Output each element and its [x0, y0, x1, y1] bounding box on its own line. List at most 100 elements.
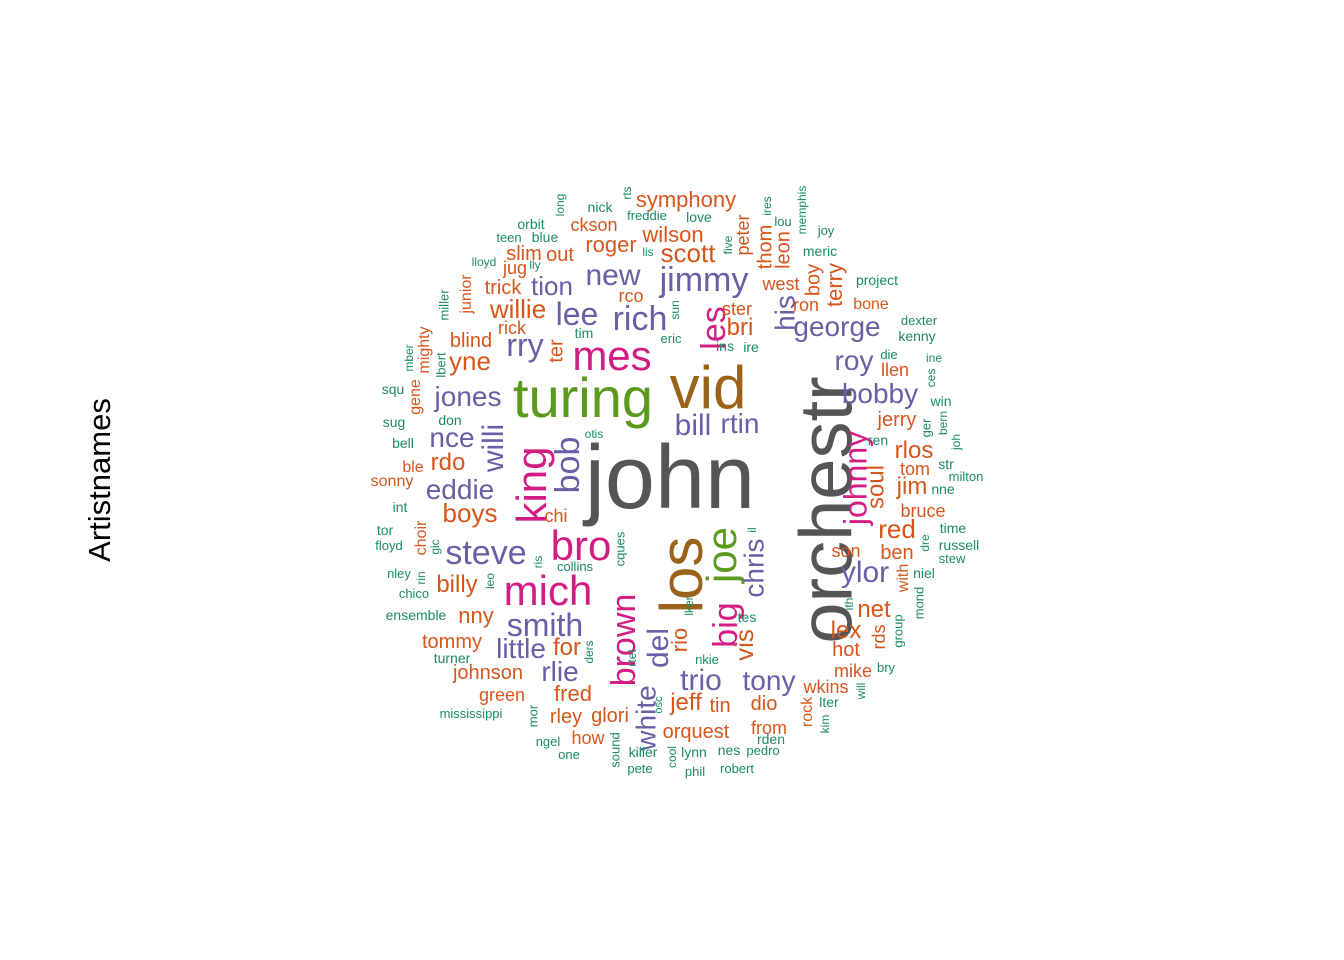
word-127: lly: [529, 258, 540, 272]
word-88: jerry: [877, 409, 917, 431]
word-33: bobby: [842, 378, 918, 409]
word-80: thom: [754, 225, 776, 269]
word-162: stew: [939, 551, 966, 566]
word-167: chico: [399, 586, 429, 601]
word-155: int: [393, 499, 408, 515]
word-122: lou: [774, 214, 791, 229]
word-22: rry: [506, 327, 543, 363]
word-95: ben: [880, 542, 913, 564]
word-131: tim: [575, 325, 594, 341]
word-98: lex: [831, 617, 862, 644]
word-198: pete: [627, 761, 652, 776]
word-133: ins: [716, 338, 734, 354]
word-49: out: [546, 244, 574, 266]
word-112: rts: [620, 186, 634, 199]
word-26: bob: [549, 437, 587, 494]
word-20: new: [585, 259, 640, 292]
word-168: leo: [483, 573, 497, 589]
word-177: group: [890, 614, 905, 647]
word-186: osc: [653, 696, 665, 714]
word-41: white: [630, 685, 661, 751]
word-199: phil: [685, 764, 705, 779]
word-102: wkins: [802, 677, 848, 697]
word-191: killer: [629, 744, 658, 760]
word-137: mber: [402, 344, 416, 371]
word-99: hot: [832, 639, 860, 661]
word-159: il: [745, 527, 759, 532]
word-79: peter: [733, 214, 753, 255]
word-10: king: [508, 446, 555, 523]
word-4: turing: [513, 366, 653, 429]
word-119: lis: [642, 245, 653, 259]
word-135: dexter: [901, 313, 938, 328]
word-128: project: [856, 272, 898, 288]
word-76: from: [751, 718, 787, 738]
word-158: gic: [428, 539, 442, 554]
word-1: john: [582, 428, 755, 528]
word-35: chris: [738, 538, 769, 597]
word-175: lker: [682, 596, 696, 615]
word-48: slim: [506, 243, 542, 265]
word-163: dre: [918, 534, 932, 552]
word-94: red: [878, 514, 916, 544]
word-69: how: [571, 728, 605, 748]
word-63: johnson: [452, 662, 523, 684]
word-81: leon: [772, 231, 794, 269]
word-170: collins: [557, 559, 594, 574]
word-109: ble: [402, 459, 423, 476]
word-200: robert: [720, 761, 754, 776]
word-18: george: [793, 311, 880, 342]
word-55: yne: [449, 346, 491, 376]
word-38: rlie: [541, 656, 578, 687]
word-45: roger: [585, 232, 636, 257]
word-54: rick: [498, 318, 527, 338]
word-103: rock: [799, 696, 816, 727]
word-147: bern: [936, 411, 950, 435]
word-172: ith: [842, 598, 856, 611]
word-93: bruce: [900, 501, 945, 521]
word-111: nick: [588, 199, 614, 215]
word-141: ces: [924, 369, 938, 388]
word-25: smith: [507, 607, 583, 643]
word-62: tommy: [422, 631, 482, 653]
word-138: lbert: [433, 352, 448, 378]
word-60: billy: [436, 571, 477, 598]
word-116: love: [686, 209, 712, 225]
word-132: eric: [661, 331, 682, 346]
word-108: sonny: [371, 473, 414, 490]
word-53: blind: [450, 330, 492, 352]
word-114: orbit: [517, 216, 544, 232]
word-118: blue: [532, 229, 559, 245]
word-179: ders: [582, 640, 596, 663]
word-140: ine: [926, 351, 942, 365]
word-23: steve: [445, 534, 526, 572]
word-151: ren: [868, 432, 888, 448]
word-96: son: [831, 541, 860, 561]
word-176: tes: [738, 609, 757, 625]
word-130: sun: [668, 300, 682, 319]
word-83: ron: [793, 295, 819, 315]
word-52: rco: [618, 286, 643, 306]
word-56: ter: [545, 339, 567, 363]
word-6: joe: [698, 527, 745, 585]
word-47: willie: [489, 294, 546, 324]
word-57: rdo: [431, 449, 466, 476]
word-16: rich: [613, 300, 668, 338]
word-150: otis: [585, 427, 604, 441]
word-142: squ: [382, 381, 405, 397]
word-192: cool: [665, 746, 679, 768]
word-13: brown: [605, 594, 643, 687]
word-74: vis: [729, 629, 759, 661]
word-101: mike: [834, 661, 872, 681]
word-146: ger: [918, 418, 933, 437]
word-134: ire: [743, 339, 759, 355]
word-190: sound: [607, 732, 622, 767]
word-32: roy: [835, 345, 874, 376]
word-66: fred: [554, 681, 592, 706]
word-5: los: [648, 537, 715, 614]
word-169: ris: [531, 556, 545, 569]
word-154: nne: [931, 481, 955, 497]
word-85: terry: [822, 263, 847, 307]
word-24: eddie: [426, 474, 495, 505]
